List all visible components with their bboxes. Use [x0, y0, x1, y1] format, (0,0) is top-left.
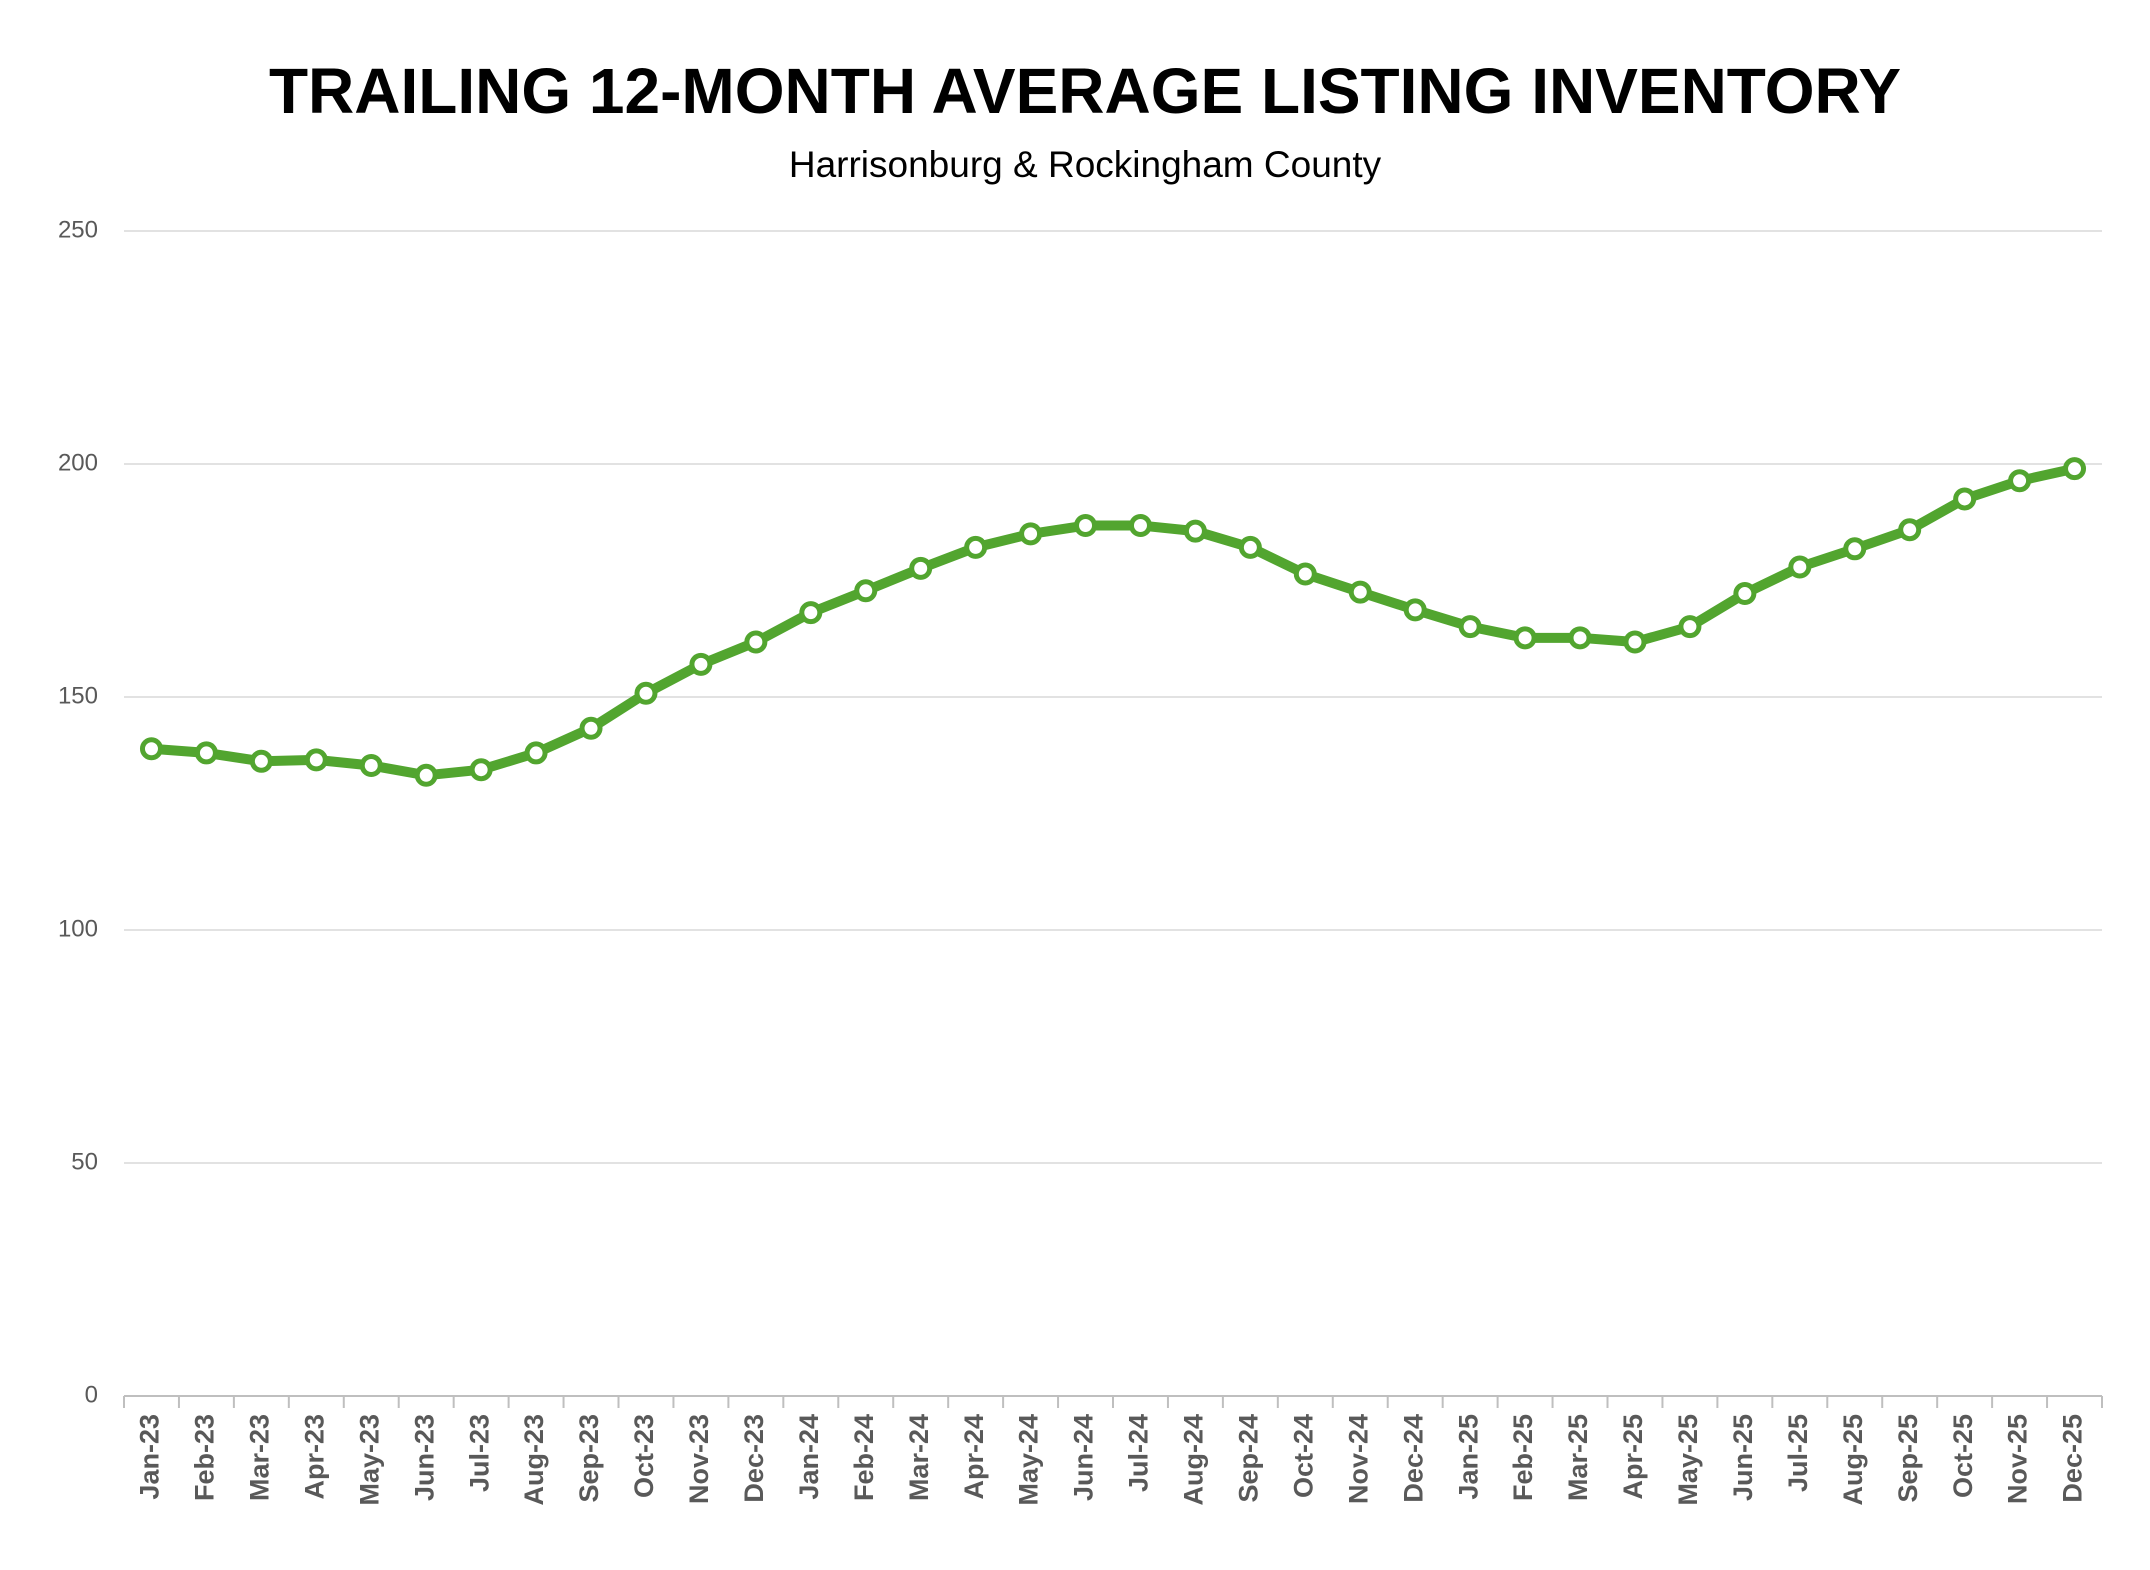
data-point [634, 681, 658, 705]
x-tick-label: Feb-23 [190, 1414, 220, 1501]
chart-subtitle: Harrisonburg & Rockingham County [789, 144, 1382, 185]
x-tick-label: Jan-23 [135, 1414, 165, 1500]
x-tick-label: Nov-24 [1343, 1414, 1373, 1504]
x-tick-label: Dec-24 [1398, 1414, 1428, 1503]
chart-title: TRAILING 12-MONTH AVERAGE LISTING INVENT… [269, 55, 1901, 127]
data-point [689, 652, 713, 676]
x-tick-label: Sep-23 [574, 1414, 604, 1503]
data-point [1678, 615, 1702, 639]
data-point [1458, 615, 1482, 639]
data-point [1074, 514, 1098, 538]
data-point [194, 741, 218, 765]
x-tick-label: Aug-24 [1179, 1414, 1209, 1506]
data-point [854, 579, 878, 603]
y-tick-label: 150 [58, 682, 98, 709]
x-tick-label: Jun-24 [1069, 1414, 1099, 1501]
x-tick-label: Jun-23 [409, 1414, 439, 1501]
data-point [414, 763, 438, 787]
x-tick-label: Aug-25 [1838, 1414, 1868, 1506]
x-tick-label: Jan-25 [1453, 1414, 1483, 1500]
x-tick-label: Jul-25 [1783, 1414, 1813, 1492]
data-point [359, 754, 383, 778]
x-tick-label: Nov-25 [2003, 1414, 2033, 1504]
x-tick-label: Dec-23 [739, 1414, 769, 1503]
x-tick-label: Dec-25 [2058, 1414, 2088, 1503]
x-tick-label: Jan-24 [794, 1414, 824, 1500]
data-point [304, 748, 328, 772]
data-point [1293, 562, 1317, 586]
data-point [1238, 535, 1262, 559]
data-point [1733, 582, 1757, 606]
y-tick-label: 250 [58, 216, 98, 243]
data-point [799, 601, 823, 625]
data-point [964, 535, 988, 559]
x-tick-label: May-24 [1014, 1414, 1044, 1506]
x-tick-label: Oct-23 [629, 1414, 659, 1498]
x-tick-label: Jul-24 [1124, 1414, 1154, 1492]
x-tick-label: Sep-25 [1893, 1414, 1923, 1503]
x-tick-label: Mar-23 [244, 1414, 274, 1501]
x-tick-label: Mar-25 [1563, 1414, 1593, 1501]
data-point [469, 758, 493, 782]
x-tick-label: Feb-25 [1508, 1414, 1538, 1501]
data-point [909, 556, 933, 580]
y-tick-label: 200 [58, 449, 98, 476]
data-point [249, 749, 273, 773]
data-point [1128, 514, 1152, 538]
x-tick-label: Apr-24 [959, 1414, 989, 1500]
data-point [579, 716, 603, 740]
x-tick-label: Apr-25 [1618, 1414, 1648, 1500]
data-point [1788, 555, 1812, 579]
data-point [1898, 518, 1922, 542]
x-tick-label: Jun-25 [1728, 1414, 1758, 1501]
x-tick-label: Sep-24 [1233, 1414, 1263, 1503]
data-point [1568, 626, 1592, 650]
data-point [1403, 598, 1427, 622]
data-point [2008, 469, 2032, 493]
data-point [744, 630, 768, 654]
y-tick-label: 50 [71, 1148, 98, 1175]
x-tick-label: May-25 [1673, 1414, 1703, 1506]
x-tick-label: Apr-23 [299, 1414, 329, 1500]
x-tick-label: Oct-25 [1948, 1414, 1978, 1498]
y-tick-label: 0 [85, 1381, 98, 1408]
x-tick-label: Oct-24 [1288, 1414, 1318, 1498]
data-point [1183, 519, 1207, 543]
data-point [1843, 537, 1867, 561]
x-tick-label: May-23 [354, 1414, 384, 1506]
data-point [1513, 626, 1537, 650]
x-tick-label: Nov-23 [684, 1414, 714, 1504]
data-point [1348, 580, 1372, 604]
x-tick-label: Aug-23 [519, 1414, 549, 1506]
x-tick-label: Mar-24 [904, 1414, 934, 1501]
data-point [1623, 630, 1647, 654]
data-point [2063, 457, 2087, 481]
x-tick-label: Jul-23 [464, 1414, 494, 1492]
data-point [139, 737, 163, 761]
data-point [1953, 487, 1977, 511]
data-point [1019, 522, 1043, 546]
x-tick-label: Feb-24 [849, 1414, 879, 1501]
data-point [524, 741, 548, 765]
y-tick-label: 100 [58, 915, 98, 942]
